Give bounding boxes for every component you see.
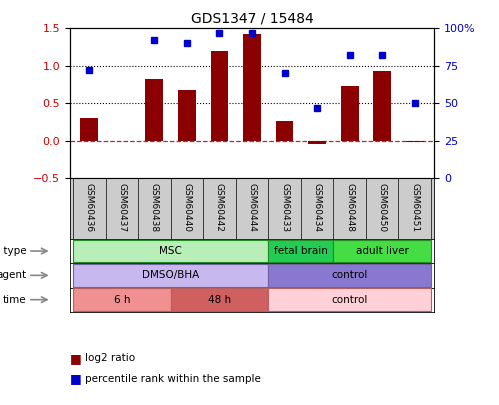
Bar: [268, 264, 431, 287]
Text: GSM60444: GSM60444: [248, 183, 256, 232]
Text: cell type: cell type: [0, 246, 26, 256]
Bar: [73, 264, 268, 287]
Text: GSM60438: GSM60438: [150, 183, 159, 232]
Text: ■: ■: [70, 372, 82, 385]
Text: GSM60436: GSM60436: [85, 183, 94, 232]
Text: GSM60434: GSM60434: [312, 183, 321, 232]
Bar: [268, 288, 431, 311]
Bar: [341, 86, 358, 141]
Text: agent: agent: [0, 271, 26, 280]
Text: GSM60440: GSM60440: [183, 183, 192, 232]
Text: GSM60433: GSM60433: [280, 183, 289, 232]
Text: control: control: [331, 271, 368, 280]
Bar: [146, 79, 163, 141]
Bar: [333, 240, 431, 262]
Bar: [171, 288, 268, 311]
Title: GDS1347 / 15484: GDS1347 / 15484: [191, 12, 313, 26]
Bar: [308, 141, 326, 144]
Text: GSM60437: GSM60437: [117, 183, 126, 232]
Text: fetal brain: fetal brain: [274, 246, 328, 256]
Text: GSM60448: GSM60448: [345, 183, 354, 232]
Text: MSC: MSC: [159, 246, 182, 256]
Text: adult liver: adult liver: [356, 246, 409, 256]
Text: percentile rank within the sample: percentile rank within the sample: [85, 374, 260, 384]
Bar: [73, 288, 171, 311]
Bar: [178, 90, 196, 141]
Text: GSM60450: GSM60450: [378, 183, 387, 232]
Bar: [80, 118, 98, 141]
Text: log2 ratio: log2 ratio: [85, 354, 135, 363]
Bar: [373, 71, 391, 141]
Bar: [211, 51, 229, 141]
Bar: [406, 141, 424, 142]
Bar: [243, 34, 261, 141]
Text: time: time: [2, 295, 26, 305]
Text: 6 h: 6 h: [114, 295, 130, 305]
Bar: [268, 240, 333, 262]
Text: GSM60451: GSM60451: [410, 183, 419, 232]
Bar: [73, 240, 268, 262]
Text: DMSO/BHA: DMSO/BHA: [142, 271, 199, 280]
Text: 48 h: 48 h: [208, 295, 231, 305]
Text: ■: ■: [70, 352, 82, 365]
Text: GSM60442: GSM60442: [215, 183, 224, 232]
Bar: [275, 121, 293, 141]
Text: control: control: [331, 295, 368, 305]
